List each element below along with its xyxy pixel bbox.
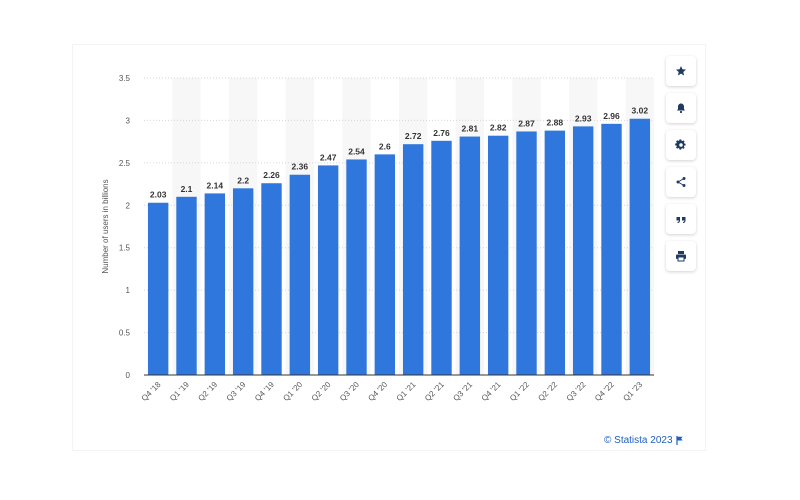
- chart-panel: 0 0.5 1 1.5 2 2.5 3 3.5 2.03 Q4 '18 2.1 Q1 '19 2.14 Q…: [73, 45, 705, 450]
- bar-value-label: 2.54: [348, 146, 365, 156]
- x-tick-label: Q4 '21: [480, 380, 503, 403]
- quote-icon: [676, 217, 686, 223]
- x-tick-label: Q4 '22: [593, 380, 616, 403]
- bar: [204, 193, 226, 375]
- print-icon: [676, 251, 686, 262]
- x-tick-label: Q4 '18: [140, 380, 163, 403]
- share-button[interactable]: [666, 167, 696, 197]
- bar-value-label: 2.03: [150, 190, 167, 200]
- bar-value-label: 2.82: [490, 123, 507, 133]
- bar: [317, 165, 339, 375]
- x-tick-label: Q3 '22: [565, 380, 588, 403]
- share-icon: [676, 177, 686, 187]
- bar: [544, 130, 566, 375]
- bar: [516, 131, 537, 375]
- y-tick-label: 3.5: [119, 74, 131, 83]
- credit-text[interactable]: © Statista 2023: [604, 435, 673, 446]
- x-tick-label: Q4 '19: [253, 380, 276, 403]
- y-tick-label: 3: [126, 116, 131, 125]
- x-tick-label: Q1 '21: [395, 380, 418, 403]
- cite-button[interactable]: [666, 204, 696, 234]
- bar: [261, 183, 282, 375]
- bar: [374, 154, 396, 375]
- x-tick-label: Q3 '21: [451, 380, 474, 403]
- x-tick-label: Q2 '21: [423, 380, 446, 403]
- y-tick-label: 2.5: [119, 159, 131, 168]
- x-tick-label: Q2 '22: [536, 380, 559, 403]
- bar: [459, 136, 481, 375]
- bell-icon: [677, 103, 685, 114]
- bar: [601, 123, 622, 375]
- bar-value-label: 2.88: [547, 118, 564, 128]
- statista-credit[interactable]: © Statista 2023: [604, 435, 684, 446]
- bar-value-label: 2.93: [575, 113, 592, 123]
- y-tick-label: 1: [126, 286, 131, 295]
- bar-value-label: 2.2: [237, 175, 249, 185]
- bar-value-label: 2.1: [181, 184, 193, 194]
- bar-value-label: 2.87: [518, 118, 535, 128]
- bar: [402, 144, 424, 375]
- gear-icon: [675, 139, 686, 150]
- bar-value-label: 2.72: [405, 131, 422, 141]
- bar-chart: 0 0.5 1 1.5 2 2.5 3 3.5 2.03 Q4 '18 2.1 Q1 '19 2.14 Q…: [101, 74, 654, 403]
- settings-button[interactable]: [666, 130, 696, 160]
- bar-value-label: 2.36: [292, 162, 309, 172]
- x-tick-label: Q3 '20: [338, 380, 361, 403]
- bar: [629, 118, 651, 375]
- bar: [232, 188, 254, 375]
- bar: [487, 135, 509, 375]
- print-button[interactable]: [666, 241, 696, 271]
- flag-icon: [675, 436, 683, 445]
- bar: [346, 159, 367, 375]
- bar: [431, 140, 452, 375]
- bar-value-label: 2.6: [379, 141, 391, 151]
- star-icon: [676, 66, 686, 76]
- bar-value-label: 3.02: [632, 106, 649, 116]
- x-tick-label: Q1 '20: [281, 380, 304, 403]
- bar-value-label: 2.26: [263, 170, 280, 180]
- y-tick-label: 0: [126, 371, 131, 380]
- bar-value-label: 2.14: [207, 180, 224, 190]
- chart-toolbar: [666, 56, 698, 278]
- y-tick-label: 0.5: [119, 329, 131, 338]
- x-tick-label: Q1 '19: [168, 380, 191, 403]
- bar: [289, 174, 311, 375]
- notification-button[interactable]: [666, 93, 696, 123]
- x-tick-label: Q1 '22: [508, 380, 531, 403]
- x-tick-label: Q3 '19: [225, 380, 248, 403]
- y-tick-label: 2: [126, 201, 131, 210]
- x-tick-label: Q1 '23: [621, 380, 644, 403]
- x-tick-label: Q2 '20: [310, 380, 333, 403]
- bar: [572, 126, 594, 376]
- y-tick-label: 1.5: [119, 244, 131, 253]
- bar: [147, 202, 169, 375]
- x-tick-label: Q4 '20: [366, 380, 389, 403]
- bar-value-label: 2.96: [603, 111, 620, 121]
- bar-value-label: 2.81: [462, 124, 479, 134]
- favorite-button[interactable]: [666, 56, 696, 86]
- bar: [176, 196, 197, 375]
- x-tick-label: Q2 '19: [196, 380, 219, 403]
- y-axis-title: Number of users in billions: [101, 179, 110, 273]
- bar-value-label: 2.76: [433, 128, 450, 138]
- bar-value-label: 2.47: [320, 152, 337, 162]
